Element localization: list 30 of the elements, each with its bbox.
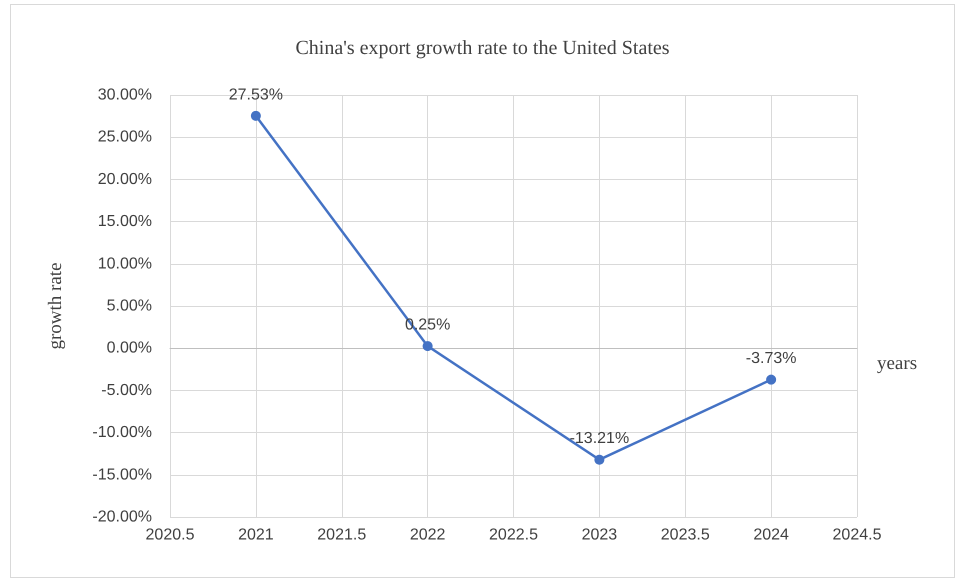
y-tick-label: 25.00% — [98, 128, 152, 146]
y-tick-label: -15.00% — [92, 466, 152, 484]
y-tick-label: 15.00% — [98, 213, 152, 230]
x-tick-label: 2021.5 — [317, 526, 366, 544]
point — [250, 110, 261, 121]
data-label: 27.53% — [228, 86, 284, 104]
y-tick-label: -5.00% — [101, 382, 152, 399]
point — [594, 454, 604, 465]
x-tick-label: 2022.5 — [489, 526, 538, 544]
y-axis-title: growth rate — [45, 262, 66, 350]
point — [766, 374, 776, 385]
y-tick-label: 20.00% — [98, 170, 152, 188]
chart-title: China's export growth rate to the United States — [295, 37, 670, 59]
x-tick-label: 2022 — [410, 526, 446, 544]
x-tick-label: 2023 — [582, 526, 618, 544]
x-axis-title: years — [877, 353, 918, 374]
point — [422, 341, 433, 352]
y-tick-label: 30.00% — [98, 86, 152, 104]
data-label: -3.73% — [746, 350, 796, 368]
y-tick-label: -10.00% — [92, 424, 152, 442]
x-tick-label: 2024 — [753, 526, 790, 544]
y-tick-label: 0.00% — [106, 340, 152, 357]
x-tick-label: 2021 — [238, 526, 274, 544]
x-tick-label: 2020.5 — [146, 526, 195, 544]
y-tick-label: 5.00% — [106, 298, 152, 314]
x-tick-label: 2023.5 — [660, 526, 710, 544]
y-tick-label: -20.00% — [92, 508, 152, 526]
y-tick-label: 10.00% — [98, 255, 152, 272]
data-label: -13.21% — [570, 430, 630, 448]
x-tick-label: 2024.5 — [832, 526, 882, 544]
